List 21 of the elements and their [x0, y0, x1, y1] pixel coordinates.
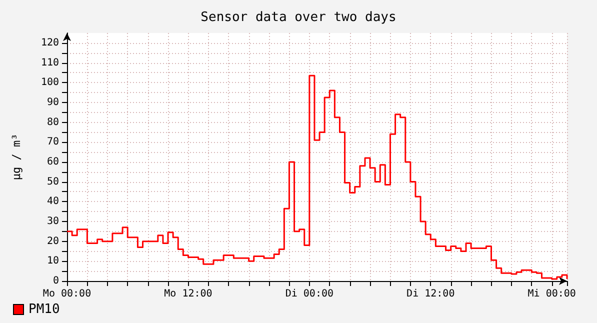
- x-tick-label: Mi 00:00: [528, 288, 576, 300]
- y-tick-label: 100: [40, 77, 59, 88]
- y-tick-label: 40: [46, 196, 59, 208]
- y-tick-label: 0: [52, 276, 59, 286]
- y-tick-label: 80: [46, 116, 59, 128]
- y-tick-label: 120: [40, 37, 59, 48]
- y-tick-label: 30: [46, 216, 59, 227]
- y-tick-label: 110: [40, 57, 59, 68]
- legend-label: PM10: [28, 302, 60, 317]
- y-tick-label: 50: [46, 176, 59, 188]
- x-tick-label: Di 12:00: [406, 288, 455, 300]
- x-tick-label: Mo 00:00: [42, 288, 92, 300]
- x-tick-label: Di 00:00: [285, 288, 334, 300]
- y-tick-label: 60: [46, 156, 59, 168]
- chart-title: Sensor data over two days: [200, 10, 396, 25]
- y-tick-label: 20: [46, 236, 59, 247]
- x-tick-label: Mo 12:00: [164, 288, 212, 300]
- y-tick-label: 10: [46, 256, 59, 267]
- y-tick-label: 90: [46, 96, 59, 108]
- y-tick-label: 70: [46, 136, 59, 148]
- y-axis-title: µg / m³: [10, 134, 23, 180]
